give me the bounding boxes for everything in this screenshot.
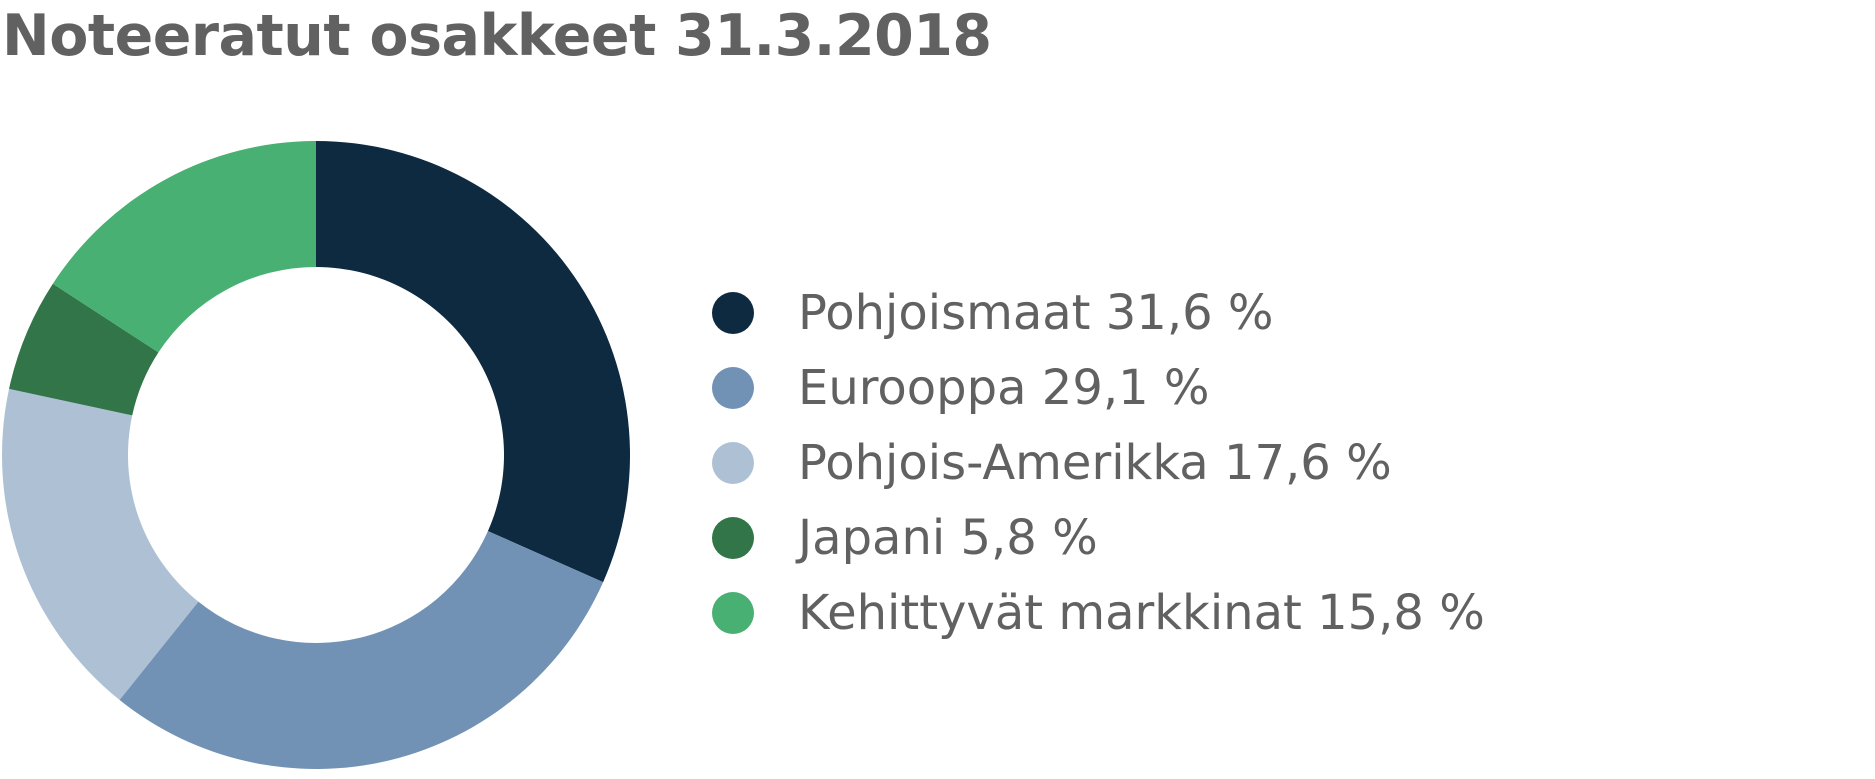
legend-marker (712, 441, 754, 484)
legend-item: Pohjoismaat 31,6 % (712, 275, 1485, 350)
legend-marker (712, 591, 754, 634)
chart-title: Noteeratut osakkeet 31.3.2018 (2, 3, 992, 69)
legend: Pohjoismaat 31,6 % Eurooppa 29,1 % Pohjo… (712, 275, 1485, 650)
legend-marker (712, 291, 754, 334)
donut-slice-3 (9, 283, 159, 416)
donut-slices (2, 141, 630, 769)
legend-label: Pohjoismaat 31,6 % (798, 284, 1274, 341)
donut-slice-1 (119, 531, 604, 769)
legend-item: Eurooppa 29,1 % (712, 350, 1485, 425)
legend-label: Eurooppa 29,1 % (798, 359, 1210, 416)
legend-marker (712, 366, 754, 409)
donut-slice-0 (316, 141, 630, 583)
donut-slice-2 (2, 388, 199, 700)
legend-label: Kehittyvät markkinat 15,8 % (798, 584, 1485, 641)
legend-item: Pohjois-Amerikka 17,6 % (712, 425, 1485, 500)
legend-label: Japani 5,8 % (798, 509, 1098, 566)
legend-label: Pohjois-Amerikka 17,6 % (798, 434, 1392, 491)
legend-item: Kehittyvät markkinat 15,8 % (712, 575, 1485, 650)
legend-marker (712, 516, 754, 559)
legend-item: Japani 5,8 % (712, 500, 1485, 575)
donut-slice-4 (52, 141, 317, 353)
